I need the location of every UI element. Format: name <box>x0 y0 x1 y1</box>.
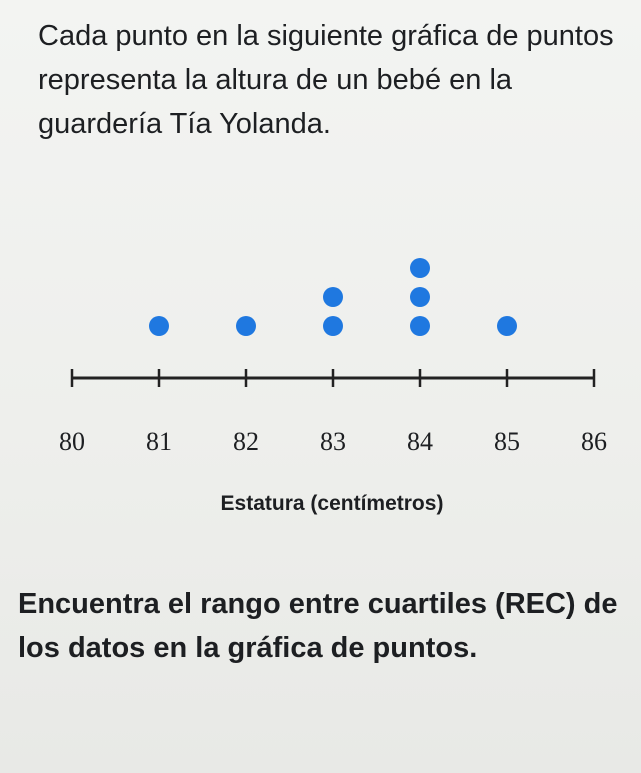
tick-label: 83 <box>320 427 346 456</box>
data-dot <box>149 316 169 336</box>
number-line <box>70 369 596 387</box>
tick-label: 84 <box>407 427 433 456</box>
data-dot <box>410 287 430 307</box>
tick-labels: 80 81 82 83 84 85 86 <box>59 427 607 456</box>
data-dot <box>323 287 343 307</box>
tick-label: 86 <box>581 427 607 456</box>
tick-label: 80 <box>59 427 85 456</box>
data-dot <box>410 258 430 278</box>
tick-label: 85 <box>494 427 520 456</box>
data-dot <box>497 316 517 336</box>
x-axis-label: Estatura (centímetros) <box>221 492 444 515</box>
data-dot <box>236 316 256 336</box>
dot-plot: 80 81 82 83 84 85 86 Estatura (centímetros) <box>59 258 607 515</box>
question-text: Encuentra el rango entre cuartiles (REC)… <box>18 588 618 664</box>
tick-label: 82 <box>233 427 259 456</box>
intro-text: Cada punto en la siguiente gráfica de pu… <box>38 20 614 140</box>
tick-label: 81 <box>146 427 172 456</box>
data-dots <box>149 258 517 336</box>
data-dot <box>410 316 430 336</box>
data-dot <box>323 316 343 336</box>
